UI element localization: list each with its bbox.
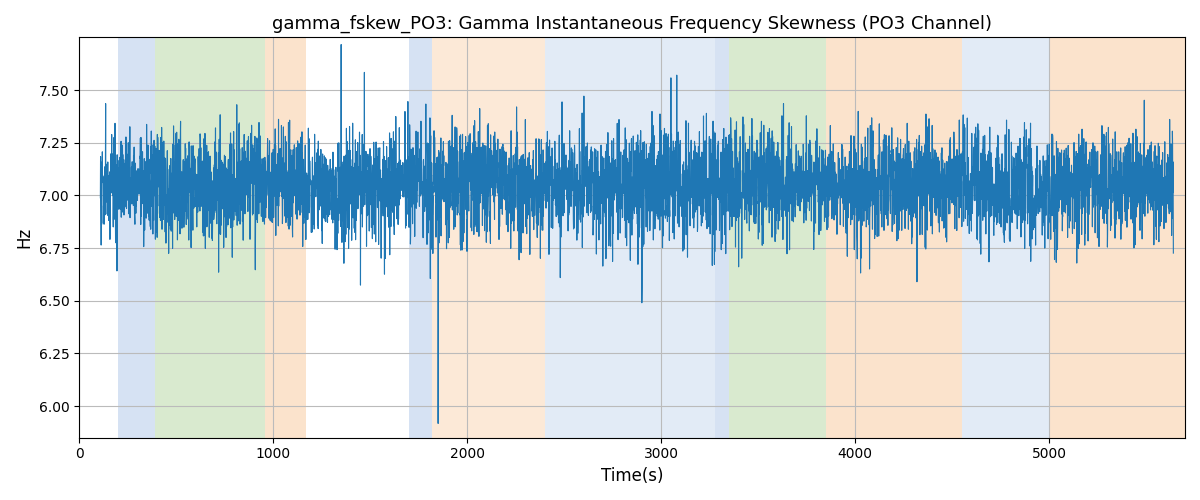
X-axis label: Time(s): Time(s): [601, 467, 664, 485]
Title: gamma_fskew_PO3: Gamma Instantaneous Frequency Skewness (PO3 Channel): gamma_fskew_PO3: Gamma Instantaneous Fre…: [272, 15, 992, 34]
Bar: [730, 38, 826, 438]
Bar: [593, 38, 715, 438]
Bar: [826, 38, 962, 438]
Bar: [265, 38, 306, 438]
Bar: [545, 38, 593, 438]
Bar: [118, 38, 155, 438]
Bar: [432, 38, 545, 438]
Y-axis label: Hz: Hz: [14, 227, 32, 248]
Bar: [1049, 38, 1186, 438]
Bar: [409, 38, 432, 438]
Bar: [155, 38, 265, 438]
Bar: [715, 38, 730, 438]
Bar: [962, 38, 1049, 438]
